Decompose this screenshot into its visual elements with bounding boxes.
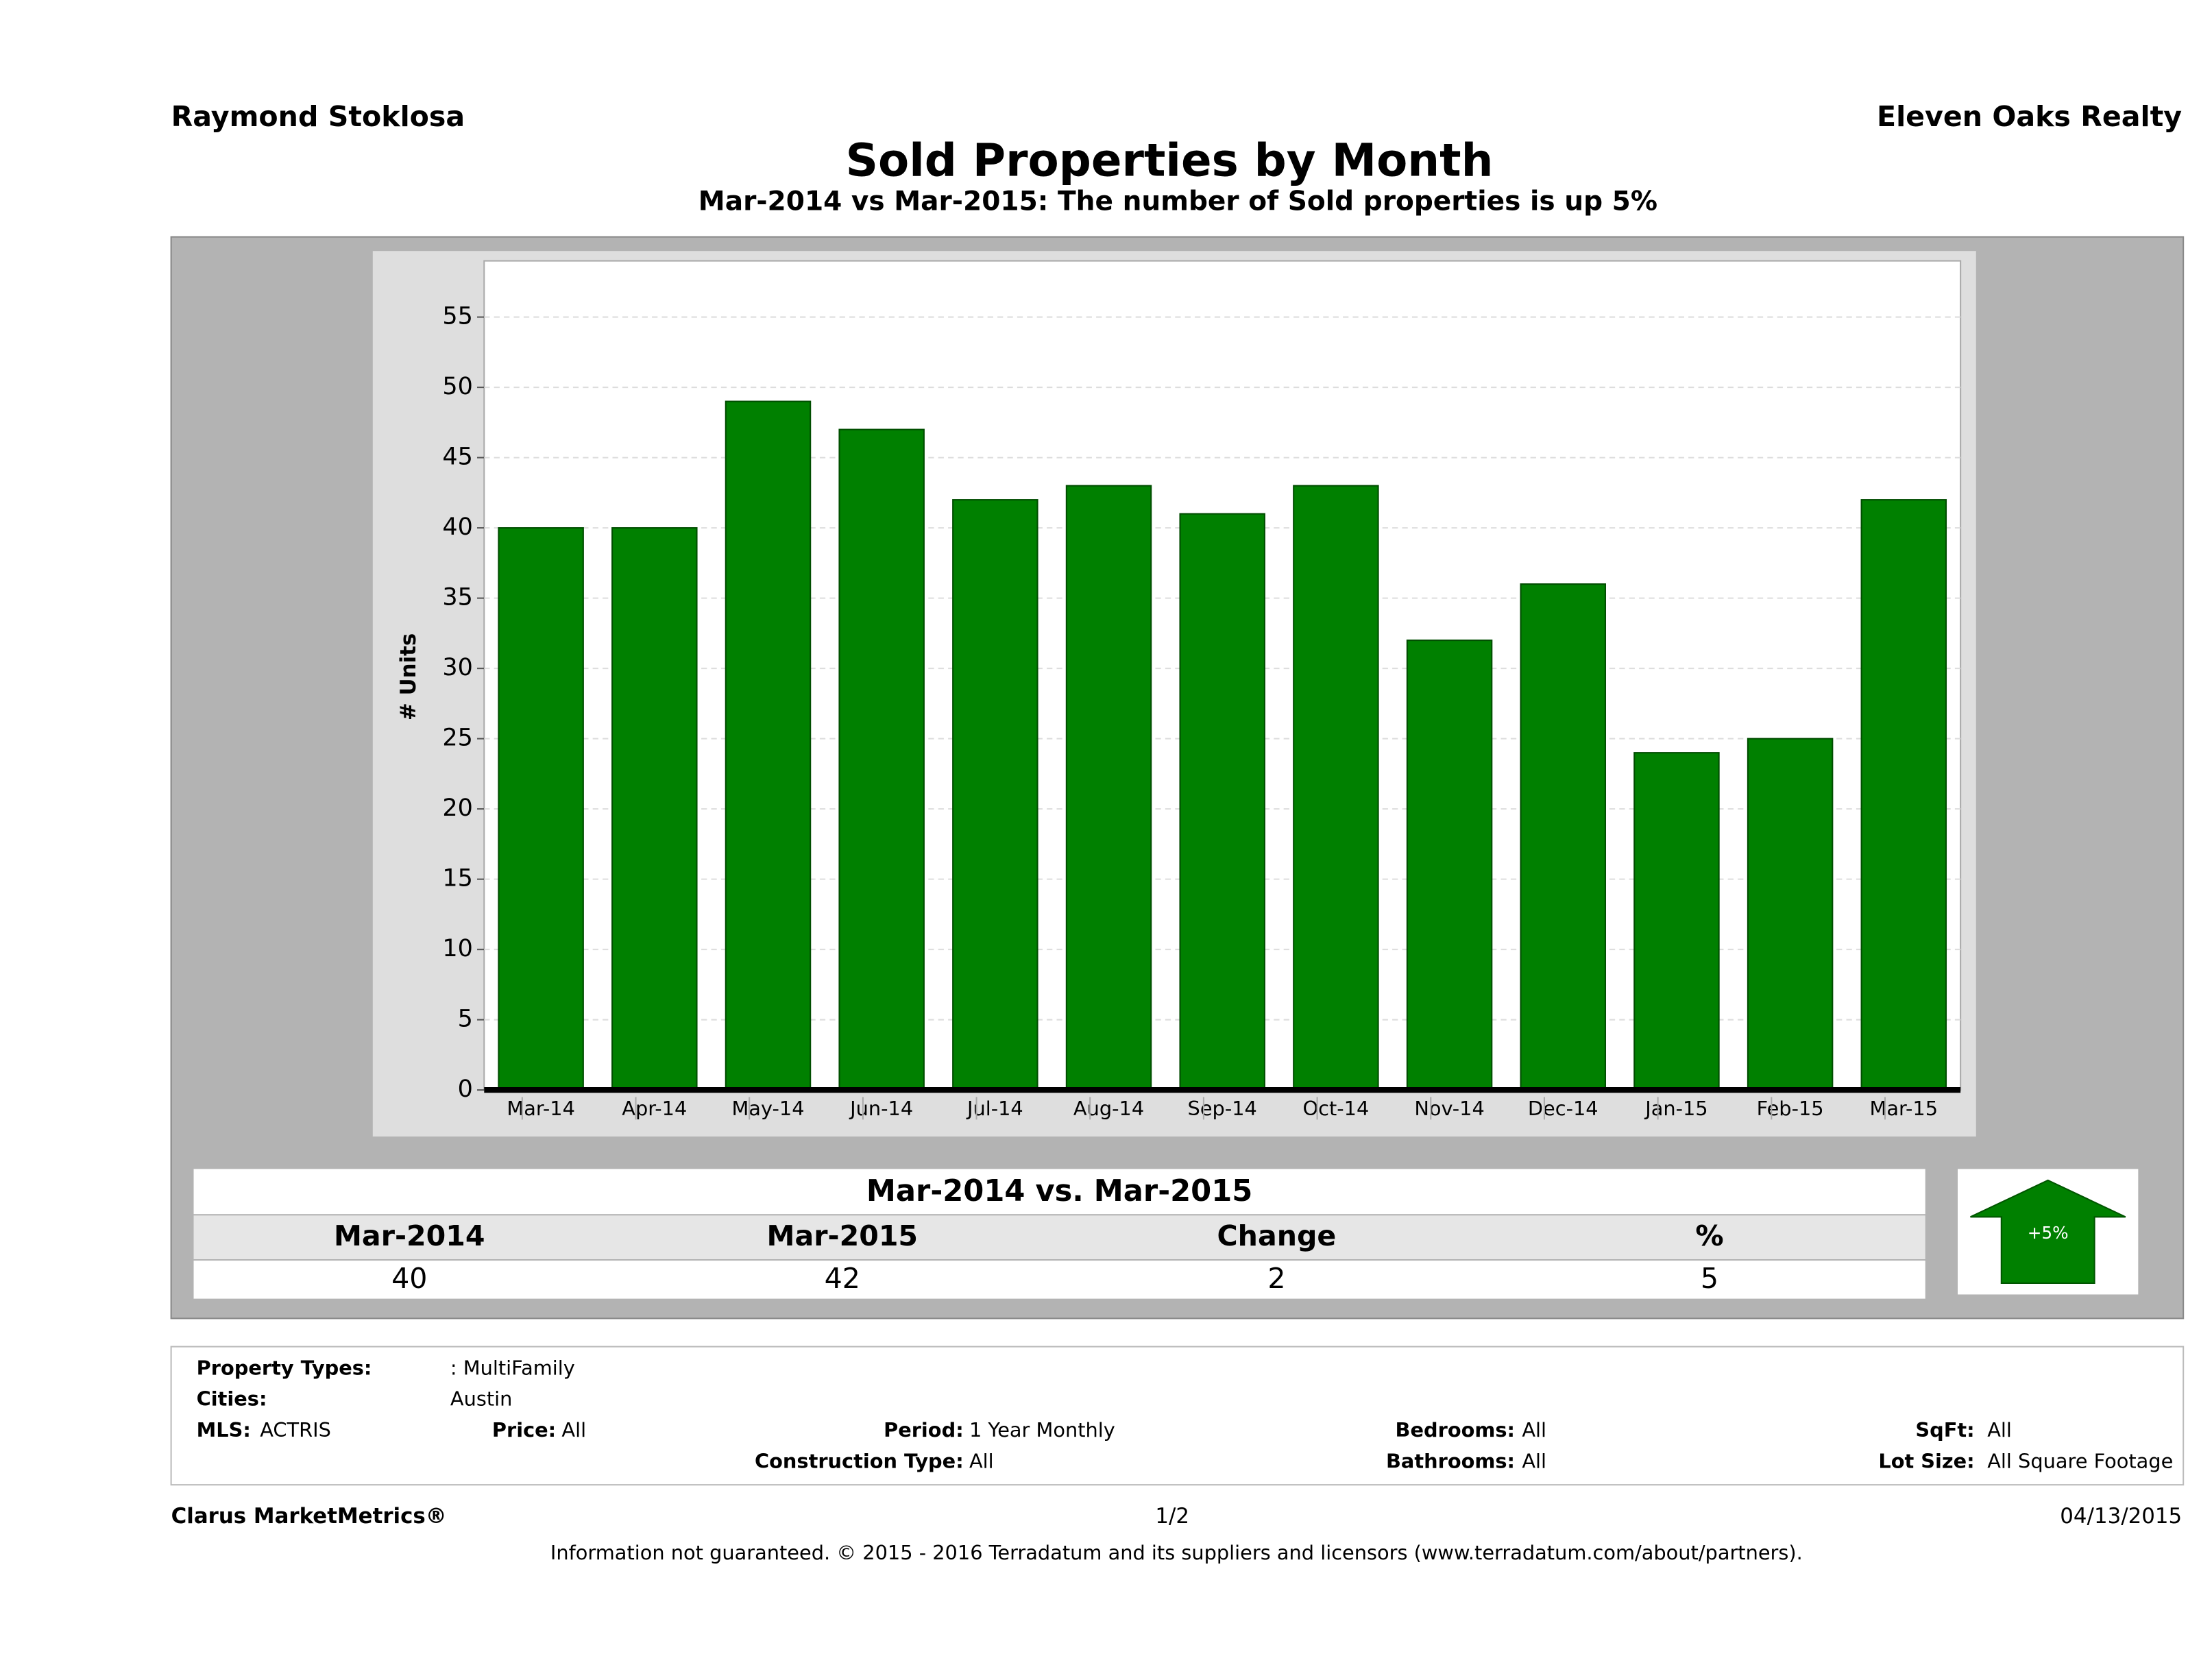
footer-disclaimer: Information not guaranteed. © 2015 - 201…: [550, 1541, 1803, 1564]
filter-value: All: [1987, 1418, 2012, 1442]
x-tick-label: May-14: [731, 1097, 804, 1120]
x-tick-label: Apr-14: [622, 1097, 687, 1120]
y-tick-label: 20: [442, 794, 473, 822]
up-arrow: [1970, 1179, 2126, 1285]
filter-value: All: [1522, 1449, 1546, 1472]
filter-label: Price:: [492, 1418, 556, 1442]
x-tick-label: Dec-14: [1528, 1097, 1599, 1120]
y-tick-label: 15: [442, 865, 473, 892]
filter-label: Cities:: [197, 1387, 267, 1411]
summary-title-row: [193, 1169, 1925, 1215]
filter-value: All: [1522, 1418, 1546, 1442]
footer-date: 04/13/2015: [2060, 1504, 2182, 1529]
y-tick-label: 30: [442, 654, 473, 681]
filter-label: MLS:: [197, 1418, 251, 1442]
summary-header: Mar-2015: [767, 1219, 919, 1252]
chart-subtitle: Mar-2014 vs Mar-2015: The number of Sold…: [698, 186, 1657, 217]
summary-value: 42: [825, 1262, 860, 1295]
summary-value: 40: [391, 1262, 427, 1295]
summary-table: Mar-2014 40 Mar-2015 42 Change 2% 5: [334, 1219, 1724, 1295]
y-tick-label: 45: [442, 443, 473, 471]
filter-label: Period:: [884, 1418, 964, 1442]
chart-title: Sold Properties by Month: [846, 134, 1494, 187]
filter-value: Austin: [450, 1387, 512, 1411]
filter-value: All: [561, 1418, 586, 1442]
x-tick-label: Jan-15: [1644, 1097, 1707, 1120]
y-axis-label: # Units: [396, 633, 421, 720]
footer-page: 1/2: [1155, 1504, 1189, 1529]
filter-label: SqFt:: [1915, 1418, 1974, 1442]
y-tick-label: 10: [442, 935, 473, 962]
filter-label: Bathrooms:: [1386, 1449, 1515, 1472]
footer-brand: Clarus MarketMetrics®: [171, 1504, 447, 1529]
summary-header: %: [1695, 1219, 1723, 1252]
summary-header: Change: [1217, 1219, 1337, 1252]
summary-header-row: [193, 1215, 1925, 1260]
bar: [1520, 583, 1606, 1091]
filter-value: All Square Footage: [1987, 1449, 2173, 1472]
bar: [952, 499, 1038, 1091]
summary-value-row: [193, 1261, 1925, 1299]
plot: 0 5 10 15 20 25 30 35 40 45 50 55 Mar-14 Apr-14 May-14…: [442, 303, 1961, 1120]
summary-value: 5: [1701, 1262, 1718, 1295]
badge-label: +5%: [2028, 1223, 2069, 1243]
x-tick-label: Jul-14: [966, 1097, 1023, 1120]
filter-box: [170, 1346, 2185, 1486]
bar: [1633, 752, 1720, 1091]
agent-name: Raymond Stoklosa: [171, 100, 465, 133]
filter-label: Lot Size:: [1878, 1449, 1974, 1472]
x-tick-label: Mar-14: [507, 1097, 575, 1120]
x-tick-label: Jun-14: [849, 1097, 913, 1120]
bar: [1747, 738, 1834, 1091]
filter-label: Bedrooms:: [1396, 1418, 1516, 1442]
summary-value: 2: [1267, 1262, 1285, 1295]
x-tick-label: Aug-14: [1073, 1097, 1144, 1120]
x-tick-label: Sep-14: [1188, 1097, 1257, 1120]
y-tick-label: 55: [442, 303, 473, 330]
y-tick-label: 50: [442, 373, 473, 400]
x-tick-label: Oct-14: [1302, 1097, 1369, 1120]
filter-value: ACTRIS: [260, 1418, 331, 1442]
x-tick-label: Mar-15: [1870, 1097, 1938, 1120]
bar: [1065, 485, 1152, 1091]
filters: Property Types: : MultiFamily Cities: Au…: [197, 1356, 2174, 1472]
bar: [1179, 513, 1265, 1091]
filter-value: : MultiFamily: [450, 1356, 575, 1379]
filter-label: Construction Type:: [755, 1449, 964, 1472]
bar: [838, 428, 925, 1091]
filter-value: All: [969, 1449, 994, 1472]
bar: [1293, 485, 1379, 1091]
y-tick-label: 25: [442, 725, 473, 752]
bar: [611, 527, 698, 1091]
filter-label: Property Types:: [197, 1356, 372, 1379]
y-tick-label: 40: [442, 513, 473, 541]
summary-header: Mar-2014: [334, 1219, 485, 1252]
bar: [725, 400, 812, 1091]
filter-value: 1 Year Monthly: [969, 1418, 1115, 1442]
x-tick-label: Nov-14: [1414, 1097, 1484, 1120]
y-tick-label: 5: [458, 1006, 473, 1033]
x-tick-label: Feb-15: [1757, 1097, 1824, 1120]
bar: [1860, 499, 1947, 1091]
y-tick-label: 35: [442, 584, 473, 611]
company-name: Eleven Oaks Realty: [1877, 100, 2182, 133]
bar: [498, 527, 584, 1091]
y-tick-label: 0: [458, 1075, 473, 1103]
summary-title: Mar-2014 vs. Mar-2015: [866, 1174, 1252, 1208]
bar: [1406, 640, 1493, 1091]
